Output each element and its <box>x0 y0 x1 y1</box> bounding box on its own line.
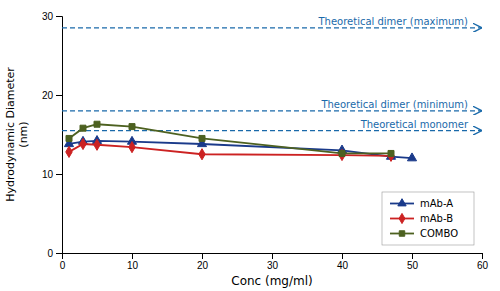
y-tick-mark <box>56 95 62 96</box>
y-tick: 10 <box>42 169 62 180</box>
series-marker <box>388 150 394 161</box>
legend-item: mAb-A <box>390 198 453 209</box>
legend-marker <box>399 213 405 223</box>
legend-frame <box>382 192 474 245</box>
series-marker <box>199 149 205 160</box>
series-marker <box>199 135 205 141</box>
x-tick: 0 <box>60 253 66 271</box>
y-tick: 0 <box>47 248 62 259</box>
legend-marker <box>398 199 406 206</box>
legend: mAb-A mAb-B COMBO <box>382 192 474 245</box>
y-tick-label: 0 <box>47 248 53 259</box>
annotation-label: Theoretical dimer (maximum) <box>317 16 468 27</box>
legend-label: mAb-A <box>420 198 453 209</box>
series-marker <box>66 135 72 141</box>
annotation-label: Theoretical dimer (minimum) <box>320 99 468 110</box>
y-axis: 0 10 20 30 <box>42 11 63 259</box>
x-tick-label: 40 <box>337 260 349 271</box>
reference-line <box>62 130 482 131</box>
series-marker <box>66 146 72 157</box>
x-tick-mark <box>272 253 273 259</box>
x-axis: 0 10 20 30 40 50 60 <box>60 253 489 271</box>
series-marker <box>80 125 86 131</box>
series-marker <box>80 138 86 149</box>
legend-item: COMBO <box>390 228 458 239</box>
y-axis-title: Hydrodynamic Diameter(nm) <box>4 67 30 202</box>
y-axis-line <box>56 17 63 254</box>
x-tick-mark <box>202 253 203 259</box>
y-tick-mark <box>56 253 62 254</box>
x-tick-label: 50 <box>407 260 419 271</box>
series-marker <box>388 150 394 156</box>
x-tick-label: 20 <box>197 260 209 271</box>
x-tick-mark <box>412 253 413 259</box>
series-marker <box>129 124 135 130</box>
x-tick: 50 <box>407 253 419 271</box>
y-axis-title-line: (nm) <box>17 121 30 147</box>
x-tick-mark <box>482 253 483 259</box>
x-tick: 60 <box>477 253 489 271</box>
legend-marker <box>399 231 404 236</box>
y-tick: 30 <box>42 11 62 22</box>
reference-line <box>62 110 482 111</box>
plot: 0 10 20 30 40 50 60 0 10 20 30 Theoretical dimer (m… <box>42 11 489 271</box>
legend-label: COMBO <box>420 228 458 239</box>
annotation-label: Theoretical monomer <box>360 119 469 130</box>
y-tick-label: 20 <box>42 90 54 101</box>
series-line <box>69 124 391 153</box>
series-marker <box>339 149 345 160</box>
x-tick-label: 0 <box>60 260 66 271</box>
x-tick-label: 60 <box>477 260 489 271</box>
y-tick-mark <box>56 16 62 17</box>
y-tick-label: 10 <box>42 169 54 180</box>
x-tick-label: 10 <box>127 260 139 271</box>
x-tick-mark <box>132 253 133 259</box>
x-axis-title: Conc (mg/ml) <box>231 274 312 288</box>
x-tick: 10 <box>127 253 139 271</box>
series-marker <box>339 150 345 156</box>
y-tick: 20 <box>42 90 62 101</box>
reference-line <box>62 27 482 28</box>
x-tick-mark <box>342 253 343 259</box>
series-marker <box>94 121 100 127</box>
reference-lines <box>62 28 482 131</box>
series-marker <box>129 142 135 153</box>
y-tick-mark <box>56 174 62 175</box>
series-group <box>64 121 416 161</box>
chart: 0 10 20 30 40 50 60 0 10 20 30 Theoretical dimer (m… <box>0 0 500 291</box>
y-tick-label: 30 <box>42 11 54 22</box>
y-axis-title-line: Hydrodynamic Diameter <box>4 67 17 202</box>
x-tick-label: 30 <box>267 260 279 271</box>
x-tick: 20 <box>197 253 209 271</box>
annotation-texts: Theoretical dimer (maximum) Theoretical d… <box>317 16 468 130</box>
x-axis-line <box>63 254 483 260</box>
series-marker <box>94 139 100 150</box>
x-tick: 40 <box>337 253 349 271</box>
legend-label: mAb-B <box>420 213 453 224</box>
x-tick: 30 <box>267 253 279 271</box>
series-marker <box>407 153 416 161</box>
legend-item: mAb-B <box>390 213 453 224</box>
